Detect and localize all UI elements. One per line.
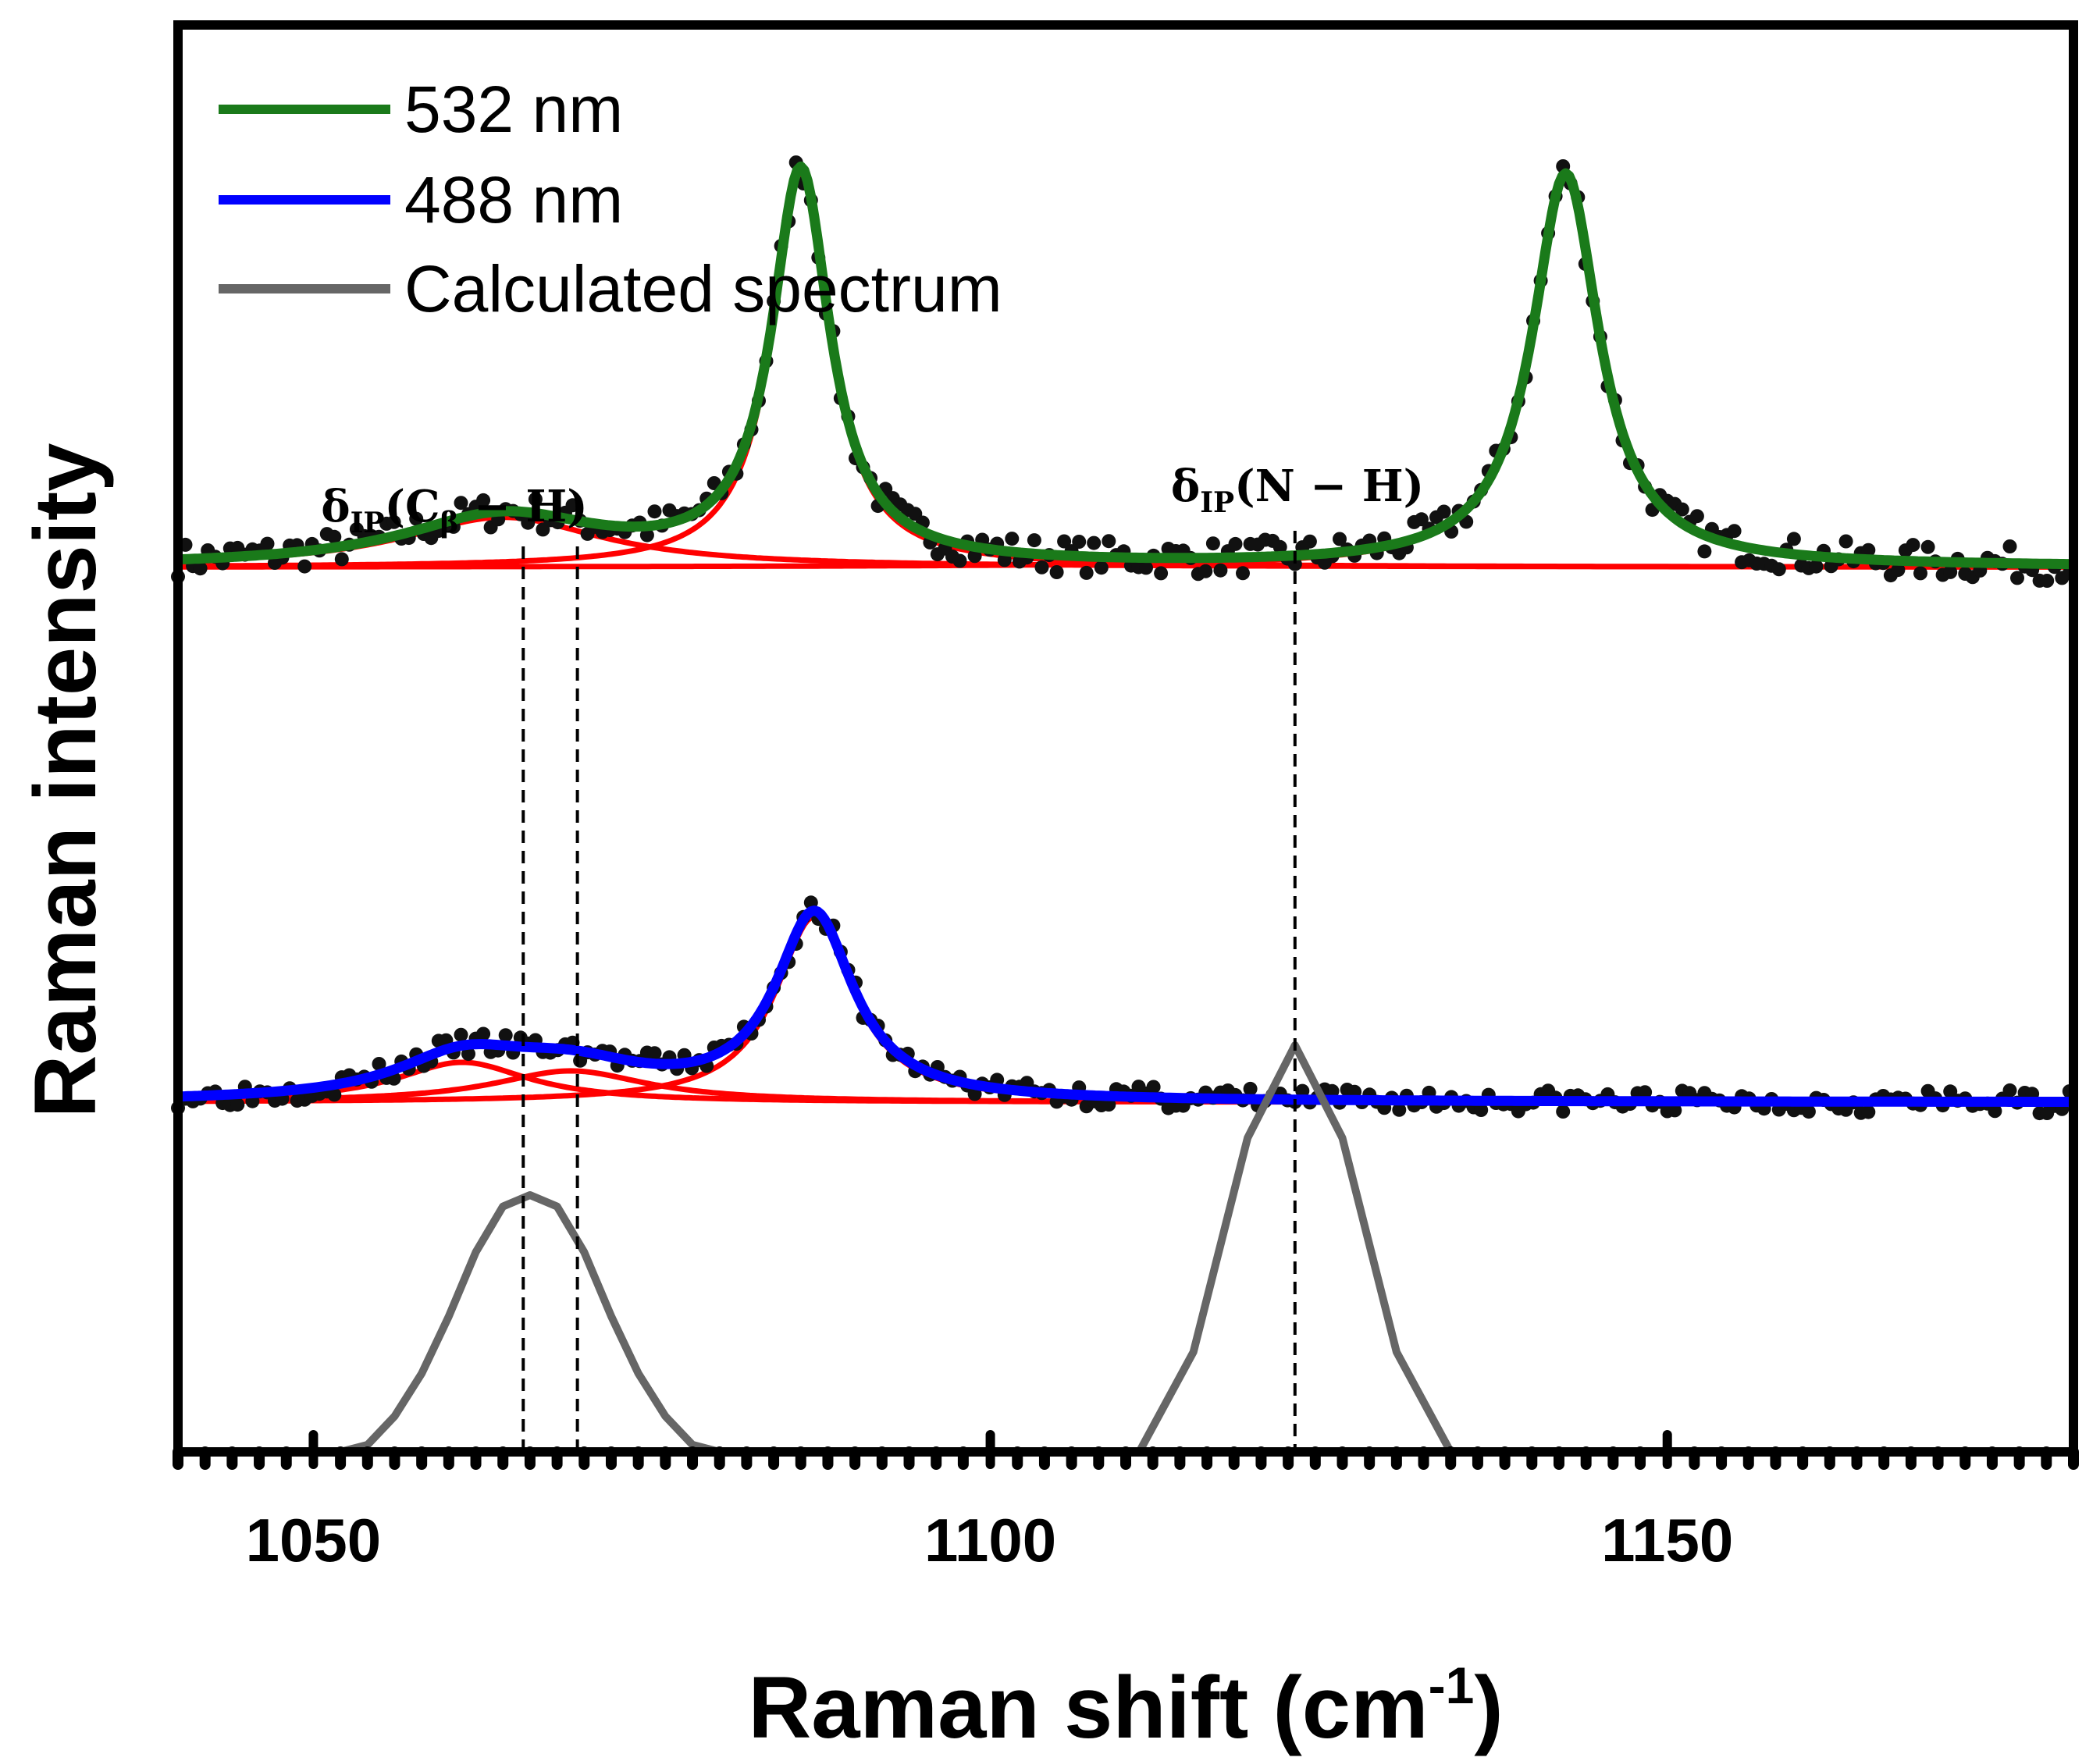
data-point [1325, 1083, 1340, 1098]
data-point [1861, 543, 1876, 557]
data-point [1005, 532, 1020, 546]
data-point [1094, 560, 1109, 575]
fit-component-488nm-3 [178, 913, 2073, 1105]
x-tick-label-1100: 1100 [924, 1506, 1056, 1574]
data-point [498, 1028, 513, 1043]
data-point [1906, 538, 1920, 553]
data-point [1638, 1085, 1653, 1100]
data-point [1913, 566, 1927, 581]
data-point [461, 1047, 475, 1062]
legend-label-calculated: Calculated spectrum [404, 252, 1002, 326]
data-point [1436, 504, 1451, 519]
data-point [409, 511, 424, 526]
data-point [1102, 534, 1116, 549]
data-point [1072, 535, 1087, 549]
x-axis-title: Raman shift (cm-1) [748, 1656, 1503, 1756]
y-axis-title: Raman intensity [16, 443, 114, 1118]
data-point [476, 1026, 491, 1041]
data-point [1302, 534, 1317, 549]
data-point [1920, 539, 1935, 554]
calculated-spectrum-peak-1 [339, 1191, 721, 1456]
data-point [1392, 1102, 1407, 1117]
data-point [2002, 1083, 2017, 1098]
data-point [454, 496, 468, 511]
data-point [2010, 571, 2024, 585]
legend: 532 nm 488 nm Calculated spectrum [219, 73, 1002, 326]
annotation-n-h: δIP(N − H) [1171, 461, 1424, 519]
data-point [1771, 562, 1786, 577]
data-point [1228, 536, 1243, 551]
data-point [952, 553, 967, 568]
data-point [1057, 534, 1072, 549]
data-points-488nm [171, 895, 2077, 1121]
data-point [1474, 1103, 1489, 1117]
data-point [2040, 574, 2055, 588]
data-point [528, 492, 543, 507]
data-point [386, 514, 401, 529]
data-point [1236, 566, 1250, 581]
data-point [1272, 539, 1287, 554]
data-point [1295, 1083, 1310, 1098]
data-point [1668, 1103, 1682, 1118]
data-point [1333, 532, 1347, 546]
data-point [1727, 524, 1742, 539]
peak-annotations: δIP(Cβ − H) δIP(N − H) [321, 461, 1424, 539]
data-point [1414, 512, 1429, 527]
data-point [1205, 536, 1220, 551]
data-point [1146, 1080, 1161, 1094]
data-point [334, 552, 349, 567]
data-point [454, 1027, 468, 1042]
data-point [230, 1098, 245, 1112]
data-point [1838, 534, 1853, 549]
data-point [1786, 532, 1801, 546]
data-point [1243, 1081, 1258, 1096]
data-point [647, 504, 662, 519]
data-point [1139, 560, 1153, 575]
data-point [1034, 560, 1049, 575]
data-point [565, 498, 580, 513]
data-point [327, 1087, 342, 1102]
data-point [327, 529, 342, 544]
data-point [639, 528, 654, 543]
data-point [1198, 564, 1213, 578]
data-point [521, 515, 536, 530]
x-axis-ticks: 1050 1100 1150 [173, 1430, 2079, 1574]
data-point [372, 1057, 386, 1071]
legend-label-532nm: 532 nm [404, 73, 623, 146]
legend-label-488nm: 488 nm [404, 163, 623, 237]
data-point [1809, 559, 1824, 574]
data-point [1079, 565, 1094, 580]
data-layer [171, 155, 2077, 1456]
series-line-488nm [176, 905, 2076, 1107]
series-line-532nm [176, 161, 2076, 570]
data-point [1689, 509, 1704, 524]
data-point [1861, 1105, 1876, 1119]
x-tick-label-1050: 1050 [246, 1506, 382, 1574]
data-point [297, 559, 312, 574]
annotation-cb-h: δIP(Cβ − H) [321, 481, 588, 539]
data-point [1556, 1105, 1571, 1119]
data-point [1943, 564, 1958, 579]
data-point [536, 522, 550, 537]
data-point [1801, 1105, 1816, 1119]
data-point [260, 536, 275, 551]
data-point [1675, 502, 1689, 517]
data-point [1891, 563, 1906, 578]
data-point [647, 1046, 662, 1061]
x-tick-label-1150: 1150 [1601, 1506, 1733, 1574]
data-point [476, 493, 491, 507]
data-point [2002, 539, 2017, 553]
data-point [1027, 533, 1041, 548]
plot-frame [173, 20, 2078, 1457]
data-point [1087, 535, 1102, 550]
data-point [1154, 566, 1169, 581]
data-point [1049, 565, 1064, 579]
data-point [193, 561, 208, 576]
data-point [1988, 1104, 2002, 1119]
data-point [1697, 544, 1712, 559]
data-point [1213, 563, 1228, 578]
